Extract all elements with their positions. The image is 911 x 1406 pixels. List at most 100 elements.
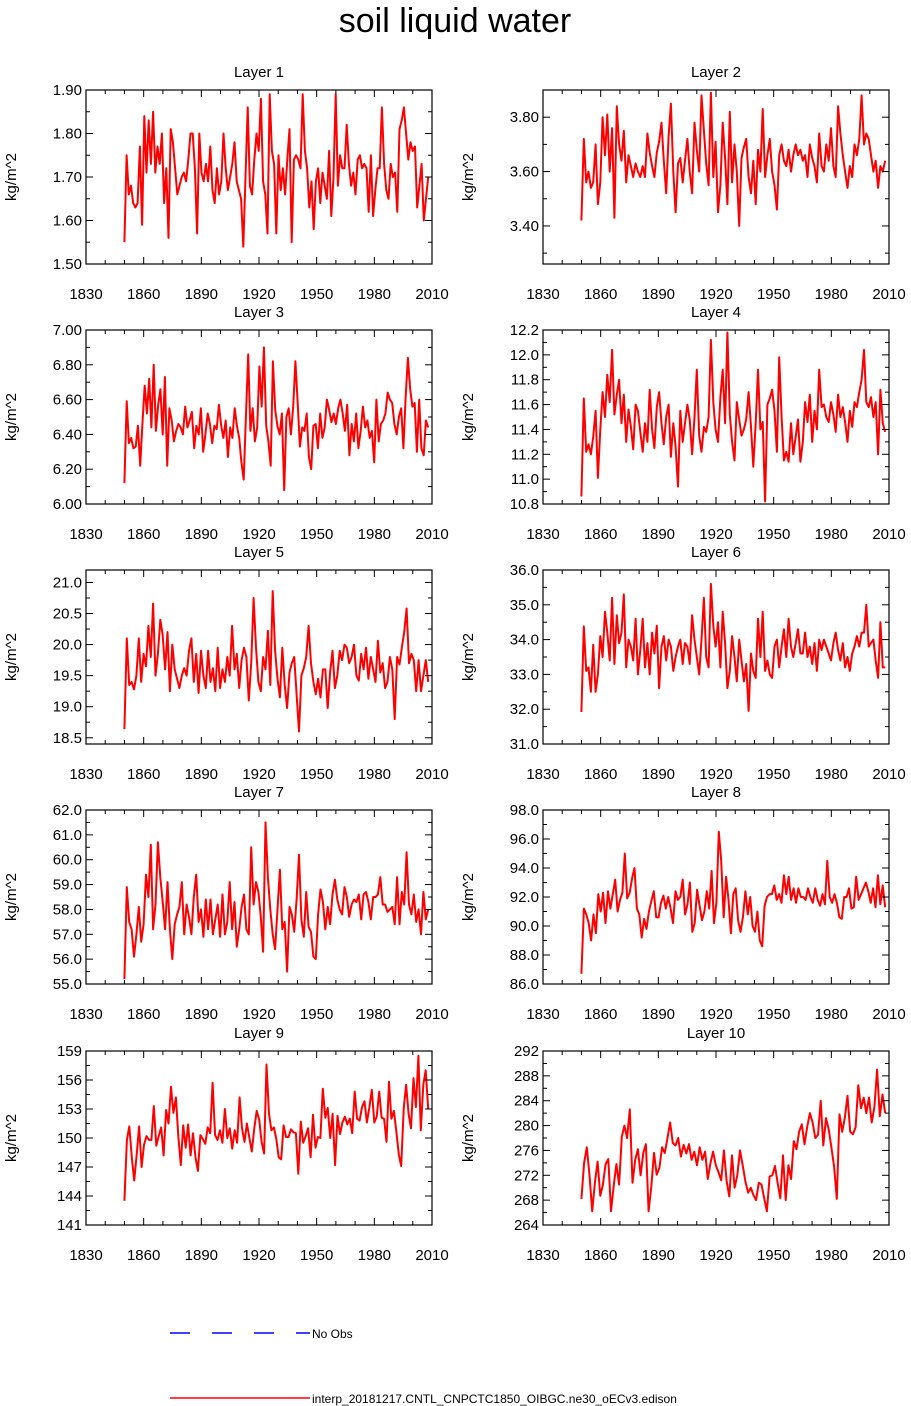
y-tick-label: 292 [514, 1043, 539, 1060]
y-tick-label: 3.60 [510, 164, 539, 181]
y-tick-label: 12.2 [510, 322, 539, 339]
y-tick-label: 60.0 [53, 852, 82, 869]
x-tick-label: 1950 [757, 1247, 790, 1264]
y-tick-label: 1.60 [53, 213, 82, 230]
y-tick-label: 6.20 [53, 461, 82, 478]
y-tick-label: 141 [57, 1217, 82, 1234]
x-tick-label: 1860 [127, 286, 160, 303]
y-axis-label: kg/m^2 [3, 633, 20, 681]
panel-layer-3: Layer 3 kg/m^2 1830 1860 1890 1920 1950 1980 201… [3, 304, 449, 543]
x-tick-label: 1860 [584, 526, 617, 543]
y-tick-label: 96.0 [510, 831, 539, 848]
x-tick-label: 1980 [815, 766, 848, 783]
x-tick-label: 1830 [69, 286, 102, 303]
y-tick-label: 19.5 [53, 668, 82, 685]
y-tick-label: 31.0 [510, 736, 539, 753]
x-tick-label: 2010 [415, 1247, 448, 1264]
y-axis-label: kg/m^2 [3, 1114, 20, 1162]
panel-layer-7: Layer 7 kg/m^2 1830 1860 1890 1920 1950 1980 201… [3, 784, 449, 1023]
panel-title: Layer 8 [691, 784, 741, 801]
x-tick-label: 1950 [300, 766, 333, 783]
x-tick-label: 1980 [358, 1247, 391, 1264]
series-line [580, 1068, 887, 1213]
y-tick-label: 276 [514, 1142, 539, 1159]
figure-title: soil liquid water [339, 2, 571, 40]
y-tick-label: 1.50 [53, 256, 82, 273]
x-tick-label: 1920 [699, 1247, 732, 1264]
x-tick-label: 2010 [415, 766, 448, 783]
y-tick-label: 150 [57, 1130, 82, 1147]
y-tick-label: 20.5 [53, 606, 82, 623]
x-tick-label: 2010 [415, 286, 448, 303]
x-tick-label: 1890 [642, 286, 675, 303]
y-tick-label: 55.0 [53, 976, 82, 993]
panel-layer-8: Layer 8 kg/m^2 1830 1860 1890 1920 1950 1980 201… [460, 784, 906, 1023]
x-tick-label: 1860 [127, 1247, 160, 1264]
y-axis-label: kg/m^2 [3, 153, 20, 201]
series-line [580, 582, 886, 713]
y-tick-label: 10.8 [510, 496, 539, 513]
y-tick-label: 153 [57, 1101, 82, 1118]
panel-layer-4: Layer 4 kg/m^2 1830 1860 1890 1920 1950 1980 201… [460, 304, 906, 543]
x-tick-label: 1860 [584, 286, 617, 303]
y-tick-label: 34.0 [510, 632, 539, 649]
x-tick-label: 1950 [300, 526, 333, 543]
panel-layer-1: Layer 1 kg/m^2 1830 1860 1890 1920 1950 1980 201… [3, 64, 449, 303]
y-tick-label: 11.2 [511, 446, 539, 463]
series-line [580, 331, 887, 503]
x-tick-label: 2010 [872, 1006, 905, 1023]
y-tick-label: 6.60 [53, 392, 82, 409]
y-tick-label: 11.6 [511, 397, 539, 414]
y-tick-label: 288 [514, 1068, 539, 1085]
x-tick-label: 1830 [69, 1006, 102, 1023]
y-axis-label: kg/m^2 [460, 153, 477, 201]
x-tick-label: 1920 [242, 766, 275, 783]
panel-layer-9: Layer 9 kg/m^2 1830 1860 1890 1920 1950 1980 201… [3, 1025, 449, 1264]
x-tick-label: 1920 [242, 526, 275, 543]
y-tick-label: 1.90 [53, 82, 82, 99]
panel-title: Layer 7 [234, 784, 284, 801]
x-tick-label: 1830 [526, 526, 559, 543]
x-tick-label: 1830 [526, 1006, 559, 1023]
plot-frame [542, 569, 890, 745]
x-tick-label: 1890 [185, 286, 218, 303]
y-tick-label: 156 [57, 1072, 82, 1089]
y-tick-label: 11.4 [511, 421, 539, 438]
y-tick-label: 272 [514, 1167, 539, 1184]
y-tick-label: 280 [514, 1118, 539, 1135]
x-tick-label: 1920 [699, 766, 732, 783]
y-tick-label: 94.0 [510, 860, 539, 877]
panel-title: Layer 3 [234, 304, 284, 321]
x-tick-label: 1890 [642, 1006, 675, 1023]
x-tick-label: 1950 [757, 1006, 790, 1023]
y-tick-label: 57.0 [53, 926, 82, 943]
y-tick-label: 61.0 [53, 827, 82, 844]
x-tick-label: 1950 [757, 526, 790, 543]
panel-title: Layer 9 [234, 1025, 284, 1042]
y-tick-label: 11.0 [511, 471, 539, 488]
y-tick-label: 56.0 [53, 951, 82, 968]
x-tick-label: 1830 [526, 286, 559, 303]
panel-layer-5: Layer 5 kg/m^2 1830 1860 1890 1920 1950 1980 201… [3, 544, 449, 783]
y-tick-label: 1.70 [53, 169, 82, 186]
x-tick-label: 2010 [415, 526, 448, 543]
x-tick-label: 1890 [642, 1247, 675, 1264]
x-tick-label: 1860 [584, 1247, 617, 1264]
x-tick-label: 2010 [872, 766, 905, 783]
y-tick-label: 6.40 [53, 426, 82, 443]
x-tick-label: 1830 [69, 766, 102, 783]
panel-title: Layer 5 [234, 544, 284, 561]
y-axis-label: kg/m^2 [460, 1114, 477, 1162]
series-line [123, 821, 430, 980]
y-tick-label: 11.8 [511, 372, 539, 389]
x-tick-label: 1860 [127, 1006, 160, 1023]
y-tick-label: 6.00 [53, 496, 82, 513]
y-tick-label: 20.0 [53, 637, 82, 654]
y-tick-label: 6.80 [53, 357, 82, 374]
plot-frame [85, 329, 433, 505]
y-axis-label: kg/m^2 [460, 873, 477, 921]
y-tick-label: 18.5 [53, 730, 82, 747]
x-tick-label: 1830 [69, 1247, 102, 1264]
x-tick-label: 1980 [815, 1006, 848, 1023]
